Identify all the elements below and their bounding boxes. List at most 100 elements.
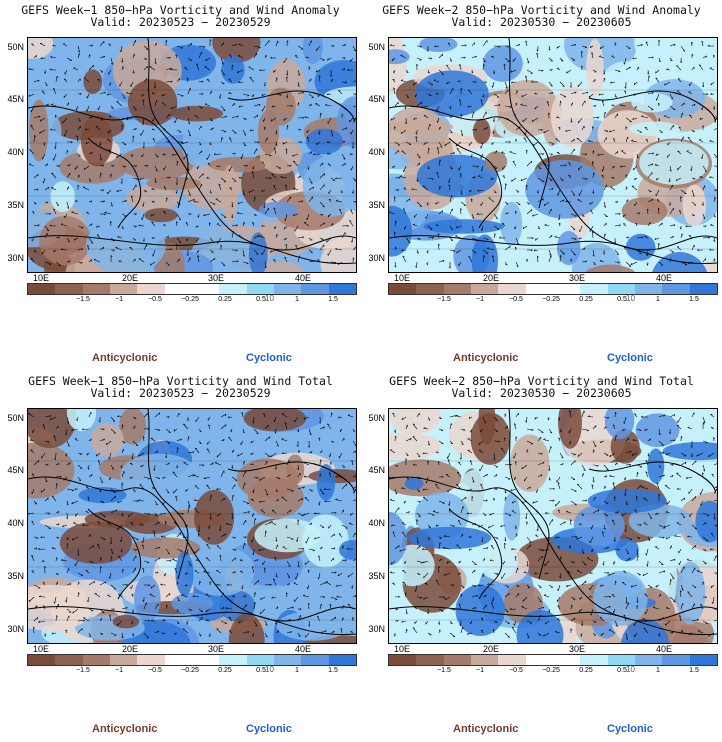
wind-vector bbox=[471, 111, 474, 119]
wind-vector bbox=[324, 500, 332, 503]
wind-vector-head bbox=[157, 630, 159, 633]
wind-vector bbox=[231, 484, 236, 490]
wind-vector bbox=[76, 105, 79, 111]
wind-vector bbox=[252, 632, 255, 637]
wind-vector bbox=[537, 129, 543, 131]
wind-vector bbox=[509, 151, 517, 155]
wind-vector bbox=[251, 566, 255, 574]
wind-vector bbox=[471, 176, 476, 179]
wind-vector bbox=[493, 150, 498, 155]
wind-vector bbox=[304, 560, 310, 565]
wind-vector bbox=[250, 464, 255, 466]
wind-vector bbox=[702, 464, 706, 472]
wind-vector bbox=[625, 437, 630, 442]
wind-vector bbox=[521, 500, 528, 504]
wind-vector-head bbox=[456, 471, 460, 473]
wind-vector bbox=[603, 500, 609, 504]
wind-vector bbox=[264, 201, 266, 208]
wind-vector-head bbox=[542, 549, 544, 552]
wind-vector bbox=[82, 428, 90, 431]
wind-vector-head bbox=[641, 44, 643, 47]
wind-vector bbox=[491, 141, 495, 145]
wind-vector bbox=[603, 464, 609, 471]
wind-vector bbox=[341, 232, 346, 239]
wind-vector-head bbox=[432, 514, 435, 516]
wind-vector-head bbox=[344, 559, 347, 562]
wind-vector bbox=[335, 177, 343, 180]
wind-vector-head bbox=[52, 158, 54, 161]
wind-vector bbox=[636, 236, 644, 239]
wind-vector-head bbox=[525, 420, 527, 423]
wind-vector-head bbox=[550, 446, 552, 449]
wind-vector bbox=[282, 141, 288, 145]
wind-vector-head bbox=[43, 71, 46, 74]
wind-vector bbox=[253, 620, 258, 627]
wind-vector bbox=[645, 608, 649, 615]
wind-vector-head bbox=[450, 132, 453, 134]
wind-vector-head bbox=[574, 215, 577, 217]
wind-vector-head bbox=[509, 106, 512, 109]
lat-label: 50N bbox=[7, 413, 24, 423]
wind-vector-head bbox=[713, 240, 716, 242]
wind-vector bbox=[669, 558, 676, 562]
wind-vector-head bbox=[160, 583, 163, 586]
wind-vector-head bbox=[651, 56, 654, 59]
wind-vector-head bbox=[558, 437, 561, 440]
wind-vector-head bbox=[611, 519, 615, 522]
wind-vector bbox=[314, 512, 321, 515]
wind-vector bbox=[264, 153, 272, 156]
wind-vector bbox=[341, 464, 346, 468]
wind-vector bbox=[228, 630, 233, 634]
coastline bbox=[448, 137, 503, 229]
wind-vector bbox=[121, 93, 126, 99]
wind-vector-head bbox=[352, 430, 355, 432]
wind-vector-head bbox=[513, 113, 516, 116]
wind-vector-head bbox=[168, 57, 171, 59]
wind-vector bbox=[548, 234, 553, 239]
wind-vector bbox=[165, 113, 171, 119]
wind-vector-head bbox=[269, 584, 272, 586]
wind-vector bbox=[198, 428, 202, 433]
wind-vector bbox=[263, 413, 266, 418]
wind-vector bbox=[77, 572, 84, 576]
wind-vector bbox=[634, 632, 638, 637]
wind-vector bbox=[220, 620, 227, 624]
wind-vector bbox=[664, 115, 671, 119]
wind-vector-head bbox=[622, 428, 624, 431]
wind-vector-head bbox=[516, 90, 518, 93]
wind-vector-head bbox=[202, 464, 205, 467]
wind-vector bbox=[424, 583, 429, 586]
wind-vector bbox=[449, 524, 455, 527]
wind-vector bbox=[515, 461, 517, 466]
wind-vector bbox=[713, 237, 716, 242]
wind-vector bbox=[39, 43, 46, 47]
wind-vector bbox=[576, 138, 583, 143]
wind-vector-head bbox=[655, 98, 657, 101]
wind-vector bbox=[437, 233, 440, 239]
wind-vector-head bbox=[28, 67, 31, 70]
wind-vector-head bbox=[444, 598, 447, 601]
wind-vector bbox=[150, 584, 156, 589]
wind-vector bbox=[691, 66, 695, 71]
wind-vector-head bbox=[663, 474, 665, 477]
wind-vector-head bbox=[515, 436, 518, 439]
wind-vector bbox=[602, 165, 605, 172]
wind-vector-head bbox=[73, 67, 76, 69]
wind-vector bbox=[531, 117, 539, 122]
wind-vector bbox=[658, 243, 660, 251]
wind-vector-head bbox=[241, 587, 243, 590]
wind-vector-head bbox=[498, 441, 501, 443]
wind-vector bbox=[294, 225, 299, 232]
wind-vector bbox=[634, 413, 638, 418]
wind-vector bbox=[579, 225, 583, 232]
wind-vector-head bbox=[604, 485, 606, 488]
wind-vector bbox=[435, 484, 440, 490]
wind-vector-head bbox=[327, 58, 329, 61]
wind-vector bbox=[330, 533, 335, 538]
wind-vector-head bbox=[296, 539, 298, 542]
wind-vector bbox=[281, 496, 288, 502]
wind-vector bbox=[110, 548, 114, 555]
wind-vector bbox=[680, 452, 687, 457]
wind-vector bbox=[678, 126, 682, 131]
wind-vector-head bbox=[185, 552, 188, 555]
